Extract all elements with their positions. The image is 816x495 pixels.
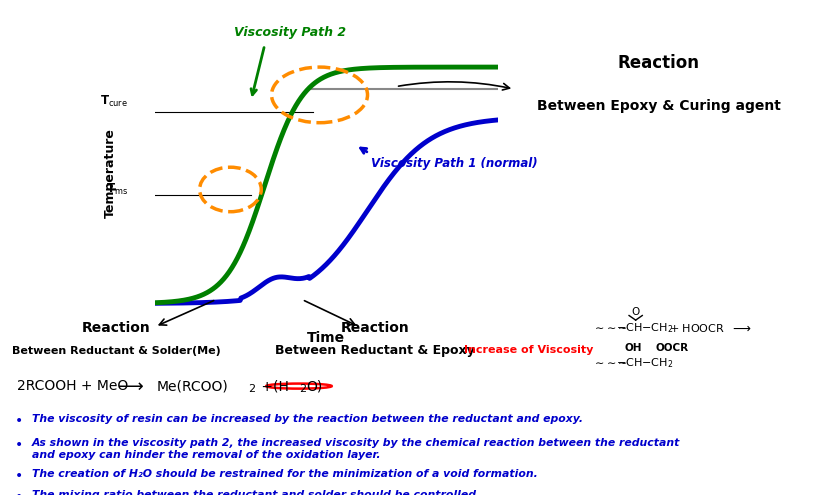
Text: OOCR: OOCR xyxy=(655,343,689,353)
Text: The mixing ratio between the reductant and solder should be controlled.: The mixing ratio between the reductant a… xyxy=(32,490,481,495)
Text: $\longrightarrow$: $\longrightarrow$ xyxy=(730,321,752,334)
Text: O): O) xyxy=(307,379,323,393)
Text: +(H: +(H xyxy=(257,379,289,393)
Text: 2: 2 xyxy=(299,384,306,394)
Text: Reaction: Reaction xyxy=(341,321,410,336)
Text: •: • xyxy=(15,414,23,428)
Text: •: • xyxy=(15,469,23,483)
Text: $\longrightarrow$: $\longrightarrow$ xyxy=(114,377,144,395)
Text: Temperature: Temperature xyxy=(104,128,117,218)
Text: As shown in the viscosity path 2, the increased viscosity by the chemical reacti: As shown in the viscosity path 2, the in… xyxy=(32,438,681,460)
Text: Between Reductant & Epoxy: Between Reductant & Epoxy xyxy=(276,345,475,357)
Text: $-$CH$-$CH$_2$: $-$CH$-$CH$_2$ xyxy=(616,356,673,370)
Text: Me(RCOO): Me(RCOO) xyxy=(157,379,228,393)
Text: Reaction: Reaction xyxy=(618,54,700,72)
Text: 2RCOOH + MeO: 2RCOOH + MeO xyxy=(17,379,128,393)
Text: O: O xyxy=(632,307,640,317)
Text: Viscosity Path 2: Viscosity Path 2 xyxy=(234,27,346,40)
Text: $\mathsf{\sim\!\sim\!\sim}$: $\mathsf{\sim\!\sim\!\sim}$ xyxy=(592,358,628,368)
Text: Between Epoxy & Curing agent: Between Epoxy & Curing agent xyxy=(537,99,781,113)
Text: The viscosity of resin can be increased by the reaction between the reductant an: The viscosity of resin can be increased … xyxy=(32,414,583,424)
Text: $+$ HOOCR: $+$ HOOCR xyxy=(669,322,725,334)
Text: $\mathsf{\sim\!\sim\!\sim}$: $\mathsf{\sim\!\sim\!\sim}$ xyxy=(592,323,628,333)
Text: Reaction: Reaction xyxy=(82,321,151,336)
Text: The creation of H₂O should be restrained for the minimization of a void formatio: The creation of H₂O should be restrained… xyxy=(32,469,538,479)
Text: •: • xyxy=(15,438,23,452)
Text: Viscosity Path 1 (normal): Viscosity Path 1 (normal) xyxy=(371,157,538,170)
Text: Time: Time xyxy=(308,331,345,346)
Text: Between Reductant & Solder(Me): Between Reductant & Solder(Me) xyxy=(12,346,220,356)
Text: $-$CH$-$CH$_2$: $-$CH$-$CH$_2$ xyxy=(616,321,673,335)
Text: •: • xyxy=(15,490,23,495)
Text: Increase of Viscosity: Increase of Viscosity xyxy=(463,345,593,355)
Text: T$_{\rm cure}$: T$_{\rm cure}$ xyxy=(100,94,127,109)
Text: 2: 2 xyxy=(248,384,255,394)
Text: OH: OH xyxy=(625,343,642,353)
Text: T$_{\rm ms}$: T$_{\rm ms}$ xyxy=(105,182,127,197)
